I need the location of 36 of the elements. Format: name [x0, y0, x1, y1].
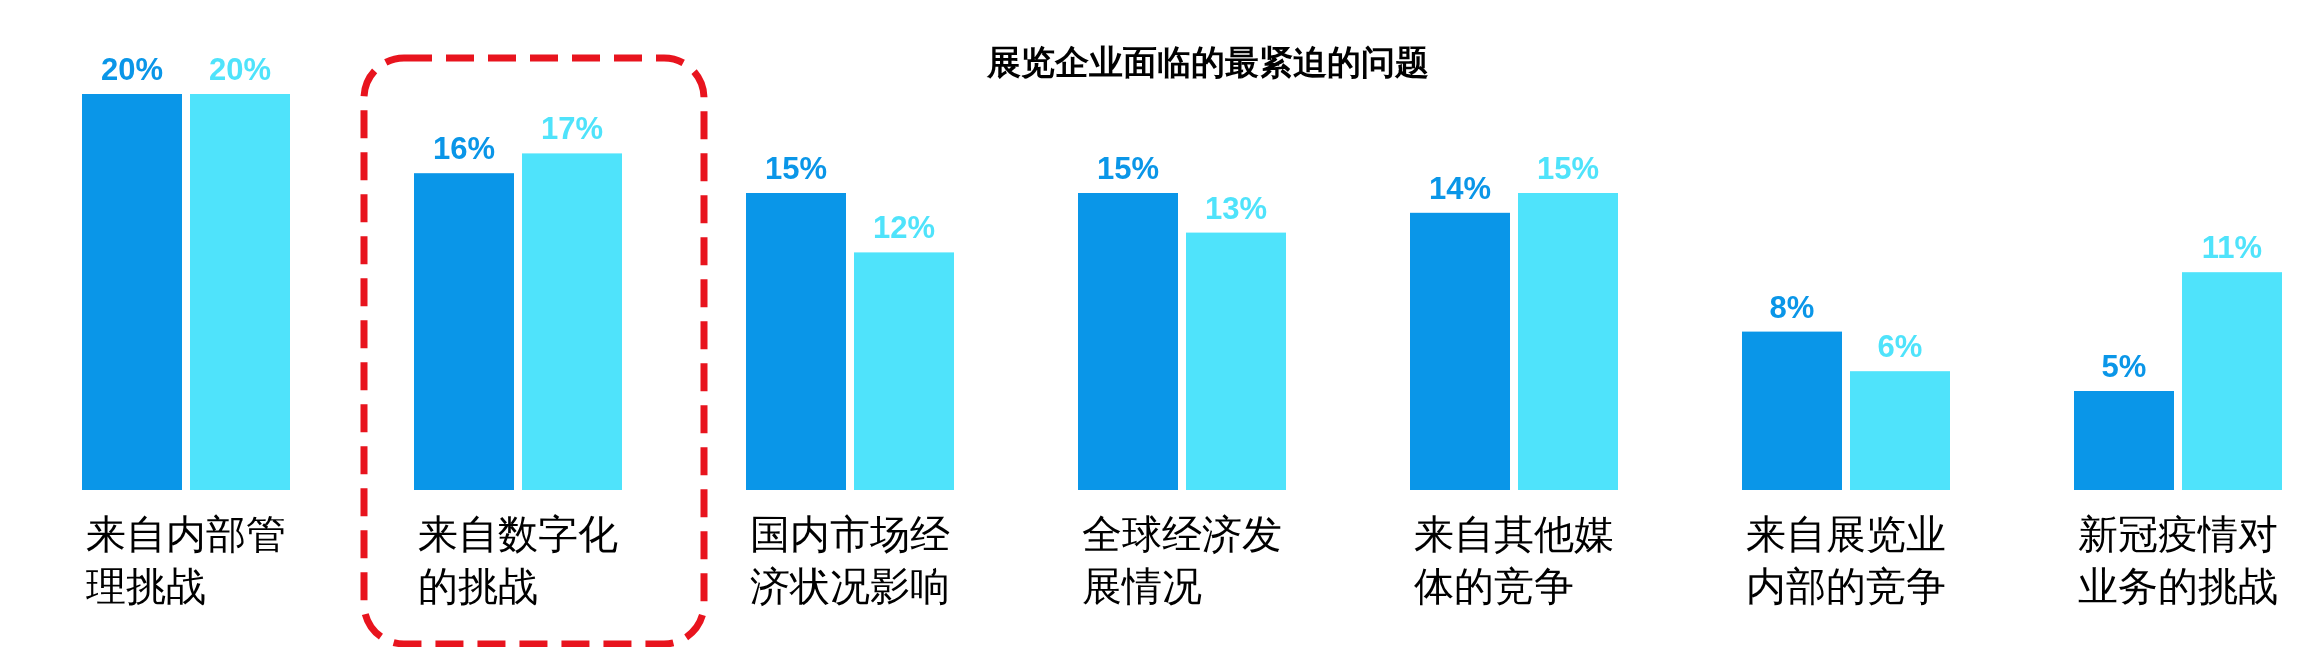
data-label: 17% [540, 111, 604, 147]
bar [414, 173, 514, 490]
data-label: 16% [432, 131, 496, 167]
x-tick-label: 来自展览业内部的竞争 [1746, 511, 1946, 609]
data-label: 12% [872, 210, 936, 246]
bar [522, 153, 622, 490]
x-tick-label: 来自内部管理挑战 [86, 511, 286, 609]
bar [1850, 371, 1950, 490]
bar [2074, 391, 2174, 490]
data-label: 6% [1877, 329, 1923, 365]
data-label: 11% [2201, 230, 2263, 266]
data-label: 15% [1536, 151, 1600, 186]
bar [82, 94, 182, 490]
bar [746, 193, 846, 490]
bar [190, 94, 290, 490]
x-tick-label: 来自其他媒体的竞争 [1414, 511, 1614, 609]
bar [1186, 232, 1286, 490]
data-label: 13% [1204, 190, 1268, 226]
bar [1410, 212, 1510, 490]
x-tick-label: 全球经济发展情况 [1082, 511, 1282, 609]
data-label: 20% [100, 52, 164, 87]
data-label: 5% [2101, 349, 2147, 384]
data-label: 8% [1769, 289, 1815, 325]
bar [2182, 272, 2282, 490]
data-label: 15% [764, 151, 828, 186]
x-tick-label: 来自数字化的挑战 [418, 511, 618, 609]
data-label: 20% [208, 52, 272, 87]
bar [1742, 331, 1842, 490]
data-label: 14% [1428, 170, 1492, 206]
bar [1518, 193, 1618, 490]
data-label: 15% [1096, 151, 1160, 186]
chart-title: 展览企业面临的最紧迫的问题 [986, 42, 1429, 82]
x-tick-label: 国内市场经济状况影响 [750, 511, 950, 609]
bar [1078, 193, 1178, 490]
x-tick-label: 新冠疫情对业务的挑战 [2078, 511, 2278, 609]
bar [854, 252, 954, 490]
